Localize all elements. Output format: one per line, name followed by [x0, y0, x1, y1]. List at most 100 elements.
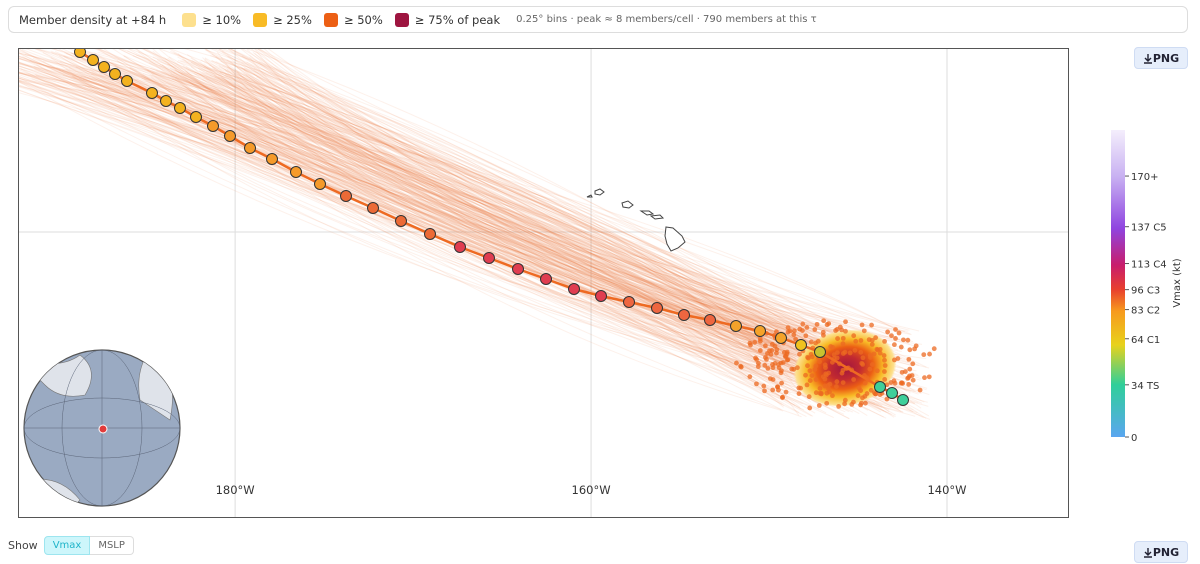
legend-swatch	[394, 12, 409, 27]
ensemble-track	[91, 71, 915, 367]
export-button[interactable]: PNG	[1134, 47, 1188, 69]
ensemble-track	[66, 71, 858, 355]
ensemble-track	[204, 60, 915, 393]
track-point	[121, 75, 133, 87]
member-dot	[893, 327, 898, 332]
ensemble-track	[218, 49, 825, 358]
ensemble-track	[243, 73, 914, 411]
ensemble-track	[204, 58, 900, 406]
ensemble-track	[204, 57, 805, 333]
ensemble-track	[197, 67, 919, 366]
member-dot	[791, 366, 797, 372]
ensemble-track	[258, 61, 800, 374]
member-dot	[796, 391, 802, 397]
ensemble-track	[124, 74, 918, 414]
track-point	[874, 381, 886, 393]
member-dot	[839, 370, 845, 376]
member-dot	[874, 368, 880, 374]
ensemble-track	[19, 86, 872, 362]
track-point	[886, 387, 898, 399]
ensemble-track	[123, 55, 869, 368]
ensemble-track	[64, 52, 785, 375]
map: 180°W 160°W 140°W 170+ 137 C5 113 C4 96 C3 83 …	[18, 48, 1183, 518]
track-point	[568, 283, 580, 295]
ensemble-track	[227, 49, 848, 364]
member-dot	[767, 376, 773, 382]
ensemble-track	[222, 49, 927, 368]
member-dot	[847, 350, 853, 356]
ensemble-track	[243, 69, 864, 387]
ensemble-track	[149, 74, 918, 349]
member-dot	[752, 339, 758, 345]
ensemble-track	[219, 72, 812, 382]
ensemble-track	[161, 64, 842, 407]
ensemble-track	[58, 55, 900, 410]
track-point	[174, 102, 186, 114]
track-point	[109, 68, 121, 80]
member-dot	[859, 322, 865, 328]
track-point	[424, 228, 436, 240]
ensemble-track	[142, 49, 846, 413]
member-dot	[840, 341, 846, 347]
member-dot	[871, 351, 877, 357]
ensemble-track	[20, 68, 824, 352]
ensemble-track	[217, 49, 930, 396]
member-dot	[905, 337, 911, 343]
member-dot	[861, 328, 867, 334]
member-dot	[764, 357, 769, 362]
ensemble-track	[19, 58, 793, 341]
ensemble-track	[122, 72, 846, 350]
member-dot	[803, 333, 809, 339]
member-dot	[852, 347, 858, 353]
ensemble-track	[222, 65, 839, 362]
x-tick-label: 140°W	[927, 483, 966, 497]
ensemble-track	[173, 72, 845, 335]
member-dot	[827, 381, 833, 387]
ensemble-track	[19, 84, 931, 420]
track-point	[74, 49, 86, 58]
track-point	[795, 339, 807, 351]
ensemble-track	[129, 67, 906, 349]
member-dot	[917, 387, 923, 393]
track-point	[730, 320, 742, 332]
member-dot	[812, 327, 818, 332]
track-point	[483, 252, 495, 264]
ensemble-track	[74, 49, 796, 370]
ensemble-track	[19, 72, 830, 387]
member-dot	[912, 346, 918, 352]
member-dot	[762, 388, 767, 394]
ensemble-track	[35, 49, 874, 388]
ensemble-track	[246, 49, 848, 338]
ensemble-track	[24, 54, 911, 394]
ensemble-track	[36, 64, 833, 378]
ensemble-track	[249, 57, 853, 389]
member-dot	[831, 352, 837, 358]
colorbar-ticks: 170+ 137 C5 113 C4 96 C3 83 C2 64 C1 34 TS 0	[1125, 172, 1167, 444]
member-dot	[931, 346, 937, 352]
member-dot	[772, 361, 778, 366]
member-dot	[800, 321, 806, 327]
ensemble-track	[225, 61, 833, 387]
ensemble-track	[19, 71, 828, 378]
ensemble-track	[19, 77, 781, 377]
ensemble-track	[61, 49, 850, 413]
member-dot	[910, 377, 916, 383]
toggle-option[interactable]: Vmax	[43, 536, 91, 555]
track-point	[207, 120, 219, 132]
legend-items: ≥ 10% ≥ 25% ≥ 50% ≥ 75% of peak	[182, 12, 512, 27]
export-button[interactable]: PNG	[1134, 541, 1188, 563]
member-dot	[807, 378, 813, 383]
member-dot	[806, 394, 812, 400]
toggle-option[interactable]: MSLP	[90, 536, 134, 555]
member-dot	[817, 386, 823, 391]
ensemble-track	[205, 49, 781, 386]
colorbar	[1111, 130, 1125, 437]
ensemble-track	[250, 49, 817, 346]
ensemble-track	[168, 49, 849, 340]
member-dot	[858, 349, 864, 355]
member-dot	[765, 351, 770, 356]
member-dot	[804, 325, 810, 330]
member-dot	[754, 357, 759, 362]
ensemble-track	[19, 65, 792, 332]
